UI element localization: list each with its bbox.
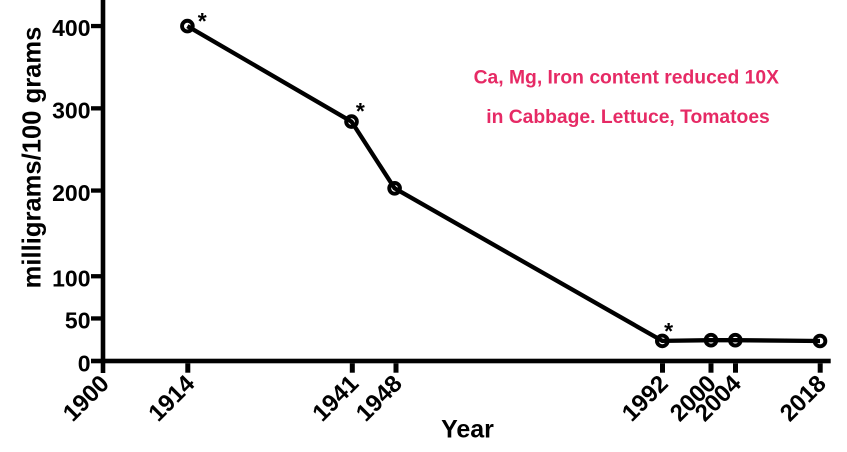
svg-text:Ca, Mg, Iron content reduced 1: Ca, Mg, Iron content reduced 10X (474, 68, 779, 89)
svg-text:200: 200 (52, 180, 90, 206)
svg-text:0: 0 (78, 351, 91, 377)
svg-text:50: 50 (65, 308, 91, 334)
svg-text:*: * (356, 98, 365, 124)
svg-text:*: * (664, 318, 673, 344)
svg-text:milligrams/100 grams: milligrams/100 grams (19, 27, 47, 289)
svg-text:in Cabbage. Lettuce, Tomatoes: in Cabbage. Lettuce, Tomatoes (486, 107, 770, 128)
svg-text:100: 100 (52, 266, 90, 292)
svg-text:*: * (198, 8, 207, 34)
svg-text:400: 400 (52, 15, 90, 41)
svg-text:300: 300 (52, 98, 90, 124)
svg-text:Year: Year (441, 416, 494, 444)
